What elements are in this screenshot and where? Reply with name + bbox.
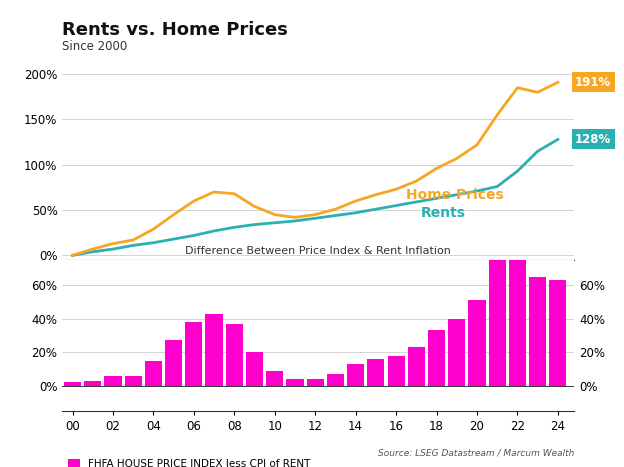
Bar: [428, 331, 445, 386]
Bar: [185, 322, 202, 386]
Bar: [165, 340, 182, 386]
Bar: [246, 352, 263, 386]
Bar: [388, 355, 405, 386]
Bar: [125, 376, 142, 386]
Text: Source: LSEG Datastream / Marcum Wealth: Source: LSEG Datastream / Marcum Wealth: [378, 449, 574, 458]
Bar: [529, 277, 546, 386]
Bar: [407, 347, 425, 386]
Text: Rents vs. Home Prices: Rents vs. Home Prices: [62, 21, 288, 39]
Bar: [368, 359, 384, 386]
Text: Since 2000: Since 2000: [62, 40, 128, 53]
Bar: [448, 318, 466, 386]
Bar: [84, 381, 101, 386]
Text: Home Prices: Home Prices: [406, 188, 504, 202]
Text: 191%: 191%: [575, 76, 612, 89]
Title: Difference Between Price Index & Rent Inflation: Difference Between Price Index & Rent In…: [185, 247, 451, 256]
Legend: FHFA HOUSE PRICE INDEX less CPI of RENT: FHFA HOUSE PRICE INDEX less CPI of RENT: [67, 459, 311, 467]
Bar: [286, 379, 304, 386]
Bar: [226, 324, 243, 386]
Text: Rents: Rents: [421, 206, 466, 220]
Bar: [469, 300, 485, 386]
Bar: [64, 382, 81, 386]
Bar: [104, 376, 122, 386]
Bar: [327, 374, 344, 386]
Bar: [347, 364, 364, 386]
Legend: CPI - RENT OF PRIMARY RESIDENCE, FHFA HOUSE PRICE INDEX - ALL-TRANSACTIONS: CPI - RENT OF PRIMARY RESIDENCE, FHFA HO…: [67, 307, 344, 332]
Bar: [306, 379, 324, 386]
Bar: [549, 280, 567, 386]
Bar: [266, 371, 283, 386]
Bar: [509, 232, 526, 386]
Text: 128%: 128%: [575, 133, 612, 146]
Bar: [205, 314, 223, 386]
Bar: [489, 253, 506, 386]
Bar: [145, 361, 162, 386]
